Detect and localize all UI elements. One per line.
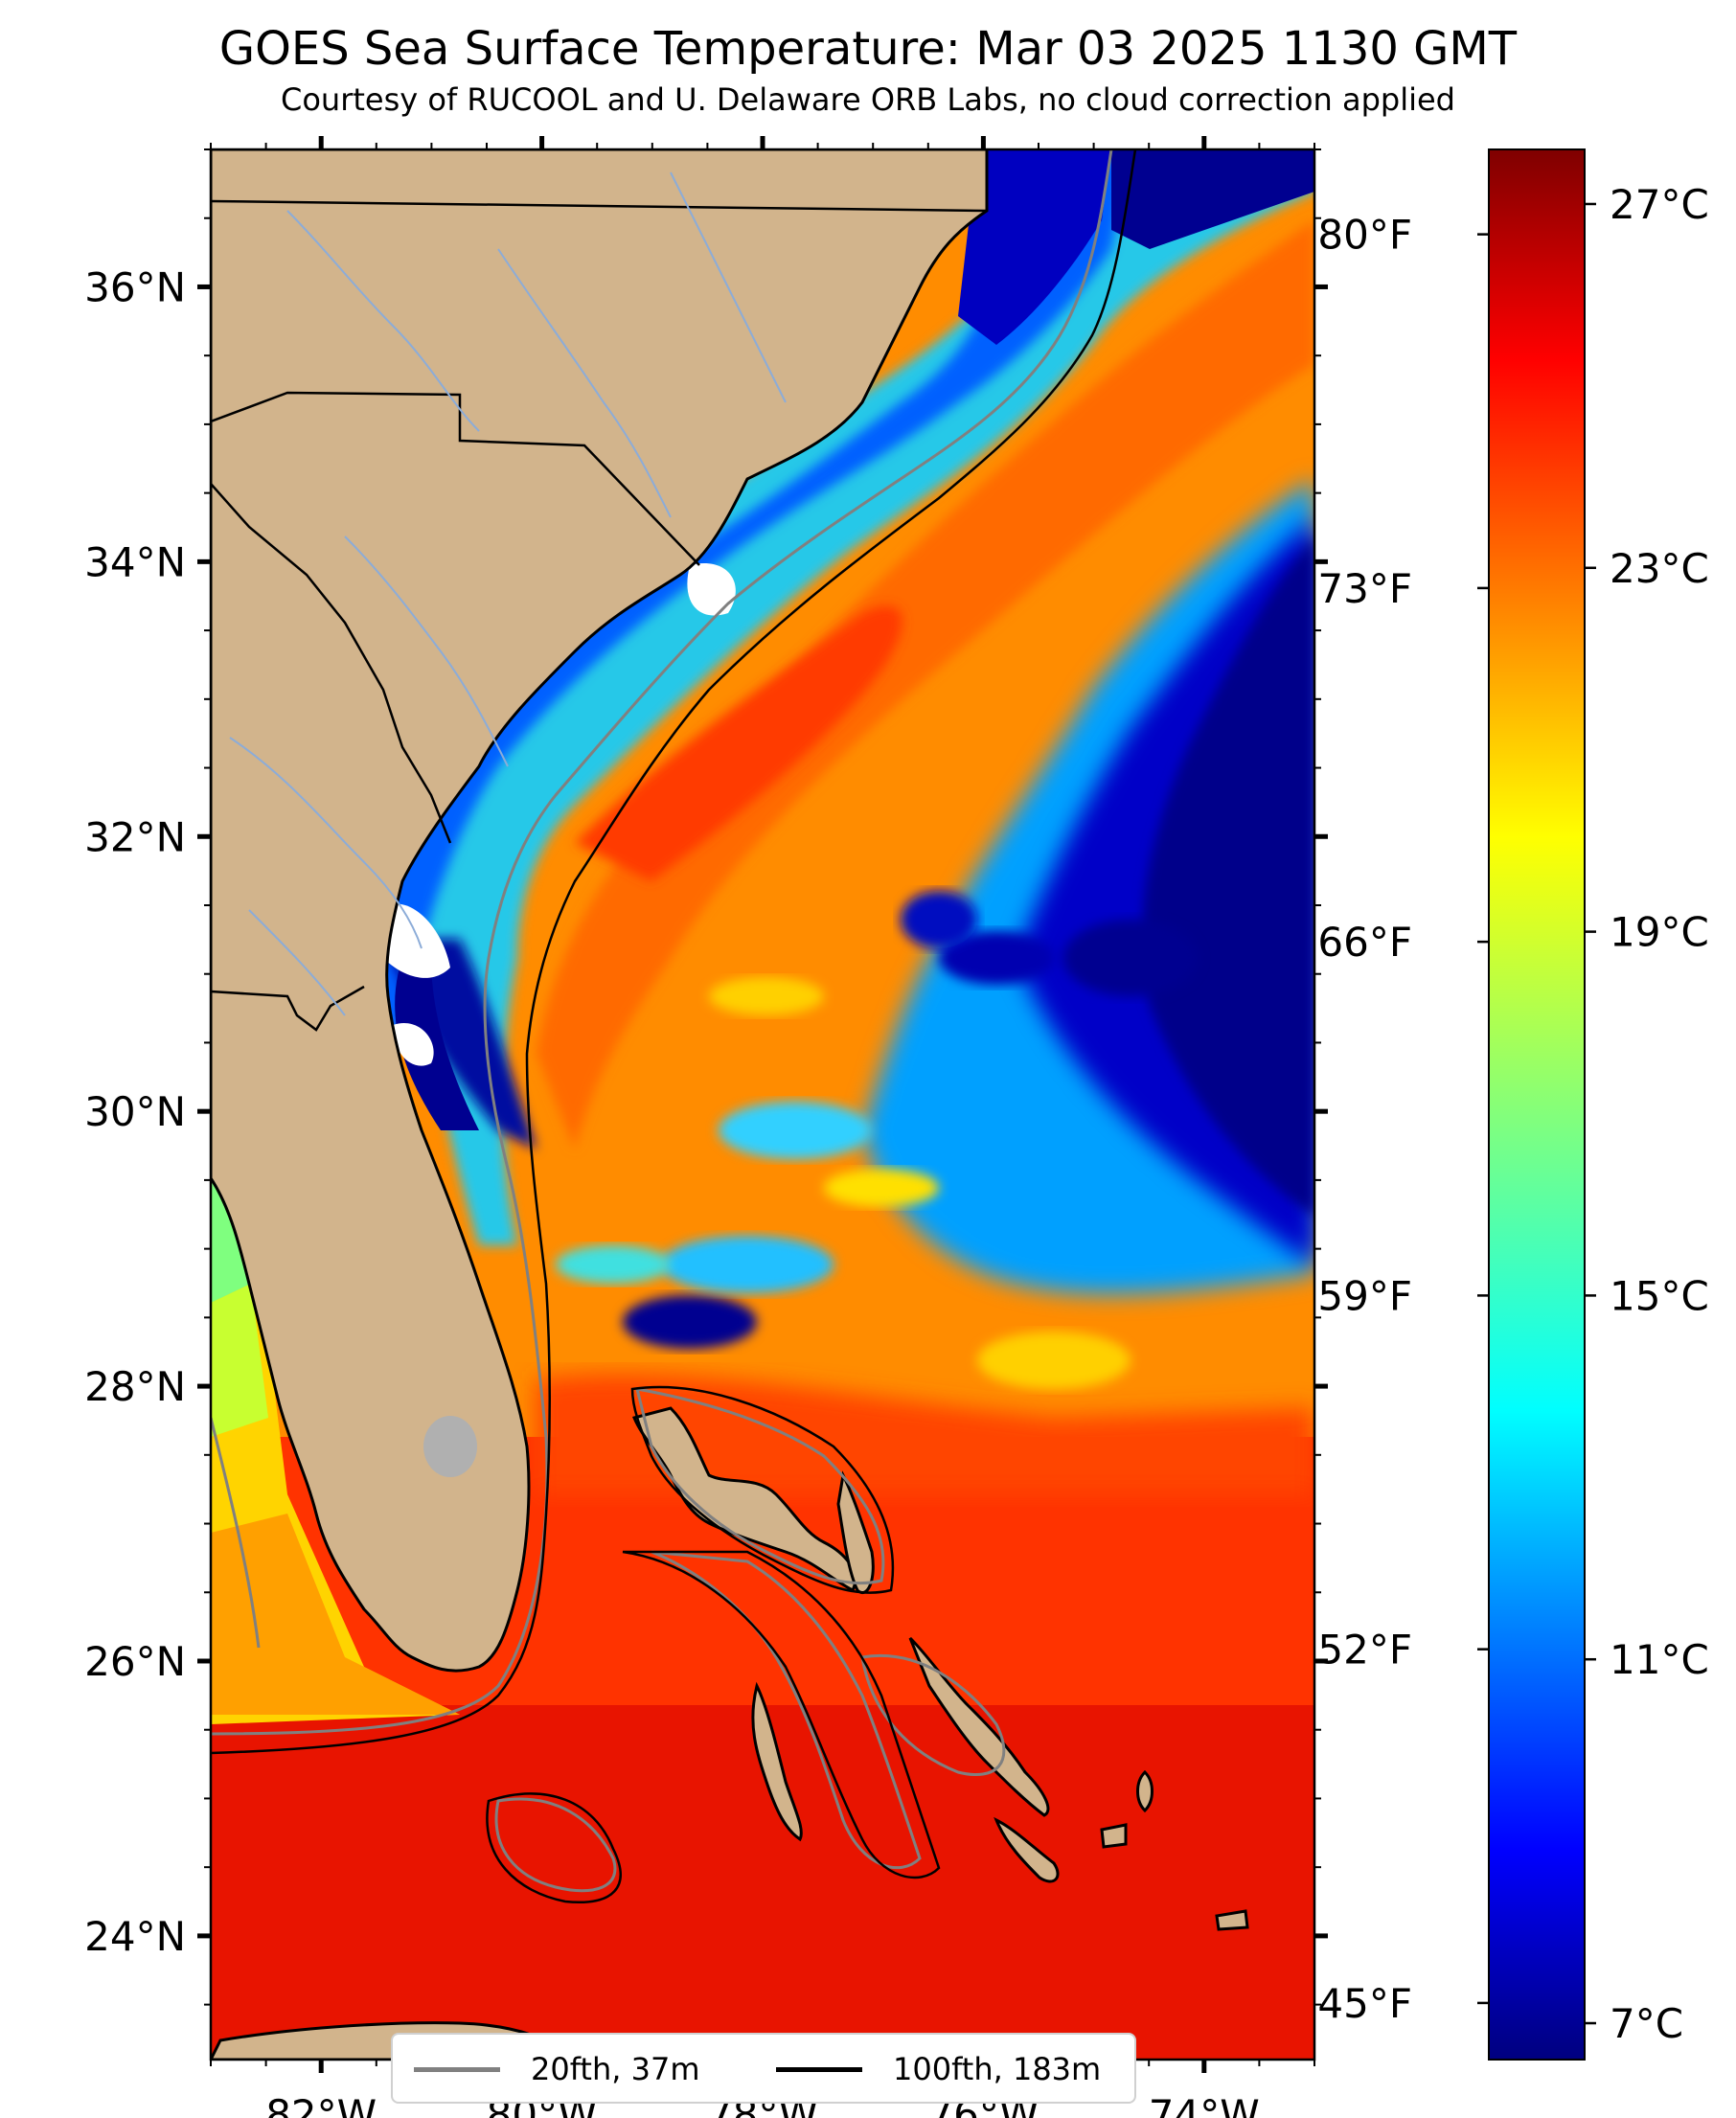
fahrenheit-tick-label: 66°F <box>1317 919 1412 966</box>
colorbar: 7°C 11°C 15°C 19°C 23°C 27°C <box>1488 148 1709 2061</box>
lat-tick-label: 30°N <box>84 1088 186 1135</box>
sst-map <box>211 149 1314 2060</box>
legend-swatch-gray <box>414 2066 500 2072</box>
isobath-100fth <box>211 149 1137 1903</box>
colorbar-gradient <box>1488 148 1586 2061</box>
state-borders <box>211 199 988 1032</box>
celsius-tick-label: 19°C <box>1610 909 1709 956</box>
celsius-tick-label: 15°C <box>1610 1272 1709 1319</box>
fahrenheit-tick-label: 52°F <box>1317 1627 1412 1674</box>
fahrenheit-tick-label: 80°F <box>1317 212 1412 259</box>
legend-label-20fth: 20fth, 37m <box>531 2051 700 2087</box>
lon-tick-label: 82°W <box>265 2091 377 2118</box>
land-mass <box>211 149 1249 2060</box>
map-title: GOES Sea Surface Temperature: Mar 03 202… <box>218 22 1518 76</box>
celsius-tick-label: 7°C <box>1610 2000 1683 2047</box>
celsius-tick-label: 27°C <box>1610 181 1709 228</box>
celsius-tick-label: 23°C <box>1610 545 1709 592</box>
fahrenheit-tick-labels: 80°F 73°F 66°F 59°F 52°F 45°F <box>1317 212 1489 2027</box>
fahrenheit-tick-label: 73°F <box>1317 565 1412 612</box>
legend-item-100fth: 100fth, 183m <box>776 2048 1101 2090</box>
colorbar-tick-labels: 7°C 11°C 15°C 19°C 23°C 27°C <box>1585 181 1709 2047</box>
legend-item-20fth: 20fth, 37m <box>414 2048 699 2090</box>
legend-label-100fth: 100fth, 183m <box>893 2051 1102 2087</box>
isobath-legend: 20fth, 37m 100fth, 183m <box>391 2033 1136 2104</box>
rivers <box>229 171 787 1016</box>
lat-tick-label: 36°N <box>84 263 186 310</box>
lat-tick-label: 32°N <box>84 813 186 860</box>
map-subtitle: Courtesy of RUCOOL and U. Delaware ORB L… <box>281 81 1455 118</box>
lat-tick-label: 34°N <box>84 538 186 585</box>
lake-okeechobee <box>423 1416 477 1477</box>
legend-swatch-black <box>776 2066 862 2072</box>
fahrenheit-tick-label: 45°F <box>1317 1980 1412 2027</box>
celsius-tick-label: 11°C <box>1610 1636 1709 1683</box>
lat-tick-labels: 24°N 26°N 28°N 30°N 32°N 34°N 36°N <box>84 263 1328 1960</box>
fahrenheit-tick-label: 59°F <box>1317 1272 1412 1319</box>
lat-tick-label: 24°N <box>84 1913 186 1960</box>
lat-tick-label: 28°N <box>84 1363 186 1410</box>
lat-tick-label: 26°N <box>84 1638 186 1685</box>
lon-tick-label: 74°W <box>1149 2091 1260 2118</box>
